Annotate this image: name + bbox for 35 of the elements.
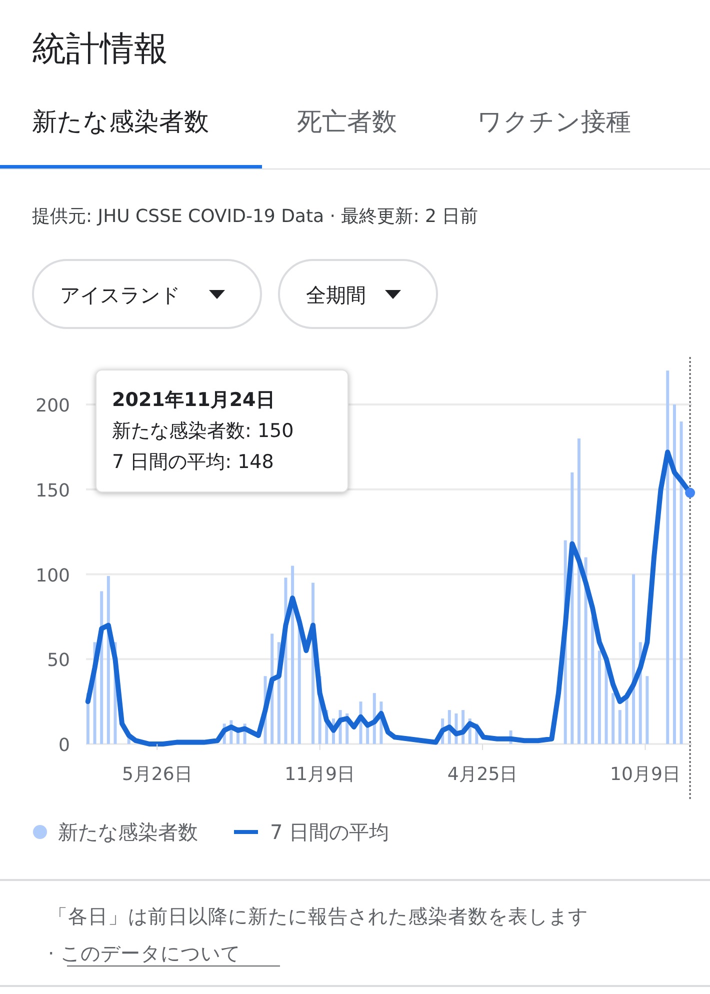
x-tick-label: 10月9日	[610, 764, 680, 785]
legend-label: 新たな感染者数	[58, 820, 198, 844]
bar	[618, 710, 622, 744]
text: · このデータについて	[48, 942, 240, 965]
bar	[577, 438, 580, 744]
x-tick-label: 11月9日	[284, 764, 356, 785]
text: 死亡者数	[297, 107, 397, 136]
bar	[612, 693, 615, 744]
y-tick-label: 200	[36, 396, 70, 417]
bar	[598, 650, 601, 744]
text: 全期間	[306, 283, 366, 307]
text: ワクチン接種	[477, 107, 631, 136]
x-tick-label: 4月25日	[447, 764, 518, 785]
legend-label: 7 日間の平均	[270, 820, 390, 844]
bar	[291, 566, 294, 744]
bar	[666, 370, 670, 744]
text: アイスランド	[60, 283, 180, 307]
annotation: 新たな感染者数: 150	[112, 420, 294, 442]
text: 提供元: JHU CSSE COVID-19 Data · 最終更新: 2 日前	[32, 206, 478, 227]
chart-title: 統計情報	[32, 29, 168, 69]
y-tick-label: 0	[58, 735, 70, 756]
bar	[106, 576, 110, 744]
text: 新たな感染者数	[32, 107, 209, 136]
y-tick-label: 100	[36, 565, 70, 586]
y-tick-label: 150	[36, 480, 70, 502]
bar	[672, 404, 676, 744]
bar	[680, 422, 683, 744]
annotation: 7 日間の平均: 148	[112, 451, 274, 473]
bar	[632, 574, 636, 744]
bar	[591, 616, 594, 744]
annotation: 2021年11月24日	[112, 389, 275, 411]
text: 「各日」は前日以降に新たに報告された感染者数を表します	[48, 905, 588, 928]
bar	[646, 676, 649, 744]
x-tick-label: 5月26日	[122, 764, 192, 785]
y-tick-label: 50	[47, 650, 70, 672]
